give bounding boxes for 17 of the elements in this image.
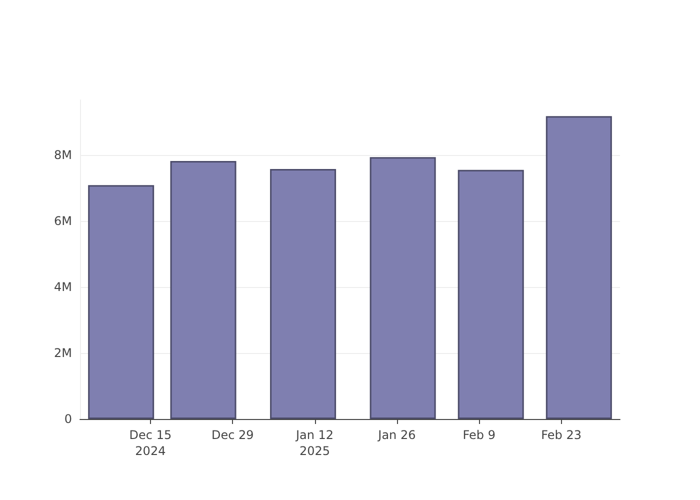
x-tick-label: Jan 12 2025 <box>294 428 334 458</box>
y-tick-label: 8M <box>54 148 72 162</box>
bar <box>458 170 524 419</box>
bar <box>270 168 336 419</box>
bar <box>170 161 236 419</box>
y-tick-label: 0 <box>64 412 72 426</box>
x-tick-label: Feb 9 <box>462 428 496 442</box>
bar <box>370 157 436 419</box>
y-tick-label: 2M <box>54 346 72 360</box>
x-tick-label: Dec 15 2024 <box>129 428 172 458</box>
bar <box>88 185 154 419</box>
x-tick-label: Feb 23 <box>541 428 582 442</box>
y-tick-label: 4M <box>54 280 72 294</box>
x-tick-label: Dec 29 <box>211 428 254 442</box>
y-tick-label: 6M <box>54 214 72 228</box>
x-tick-label: Jan 26 <box>377 428 416 442</box>
bar <box>546 116 612 419</box>
